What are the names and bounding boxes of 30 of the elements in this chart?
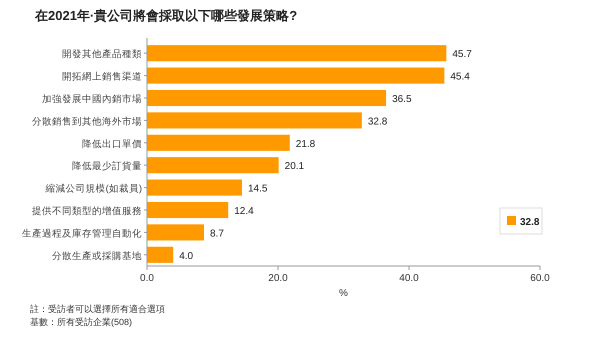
data-label: 21.8	[296, 138, 316, 150]
y-tick-label: 縮減公司規模(如裁員)	[44, 182, 142, 195]
data-label: 14.5	[248, 184, 268, 195]
y-tick-label: 開拓網上銷售渠道	[62, 70, 142, 83]
data-label: 32.8	[368, 116, 388, 128]
text: 註：受訪者可以選擇所有適合選項	[30, 304, 165, 314]
y-tick-label: 降低出口單價	[82, 138, 142, 150]
x-tick-label: 40.0	[399, 273, 420, 284]
tooltip: 32.8	[500, 208, 542, 234]
annotation: 32.8	[520, 217, 540, 228]
y-tick-label: 生產過程及庫存管理自動化	[22, 227, 142, 240]
x-tick-label: 60.0	[530, 273, 550, 284]
y-tick-label: 分散銷售到其他海外市場	[32, 115, 142, 128]
data-label: 8.7	[210, 228, 224, 240]
x-axis-title: %	[339, 288, 348, 299]
data-label: 45.4	[450, 72, 470, 83]
x-tick-label: 20.0	[268, 273, 288, 284]
data-label: 36.5	[392, 94, 412, 105]
y-tick-label: 加強發展中國內銷市場	[42, 93, 142, 105]
data-label: 45.7	[452, 49, 472, 60]
y-tick-label: 分散生產或採購基地	[52, 250, 142, 262]
chart-title: 在2021年·貴公司將會採取以下哪些發展策略?	[34, 8, 298, 23]
x-tick-label: 0.0	[140, 273, 154, 284]
y-tick-label: 開發其他產品種類	[62, 48, 142, 60]
data-label: 12.4	[234, 206, 254, 217]
y-tick-label: 降低最少訂貨量	[72, 160, 142, 172]
y-tick-label: 提供不同類型的增值服務	[32, 205, 142, 217]
data-label: 20.1	[284, 161, 305, 172]
data-label: 4.0	[179, 250, 194, 262]
text: 基數：所有受訪企業(508)	[30, 317, 132, 327]
